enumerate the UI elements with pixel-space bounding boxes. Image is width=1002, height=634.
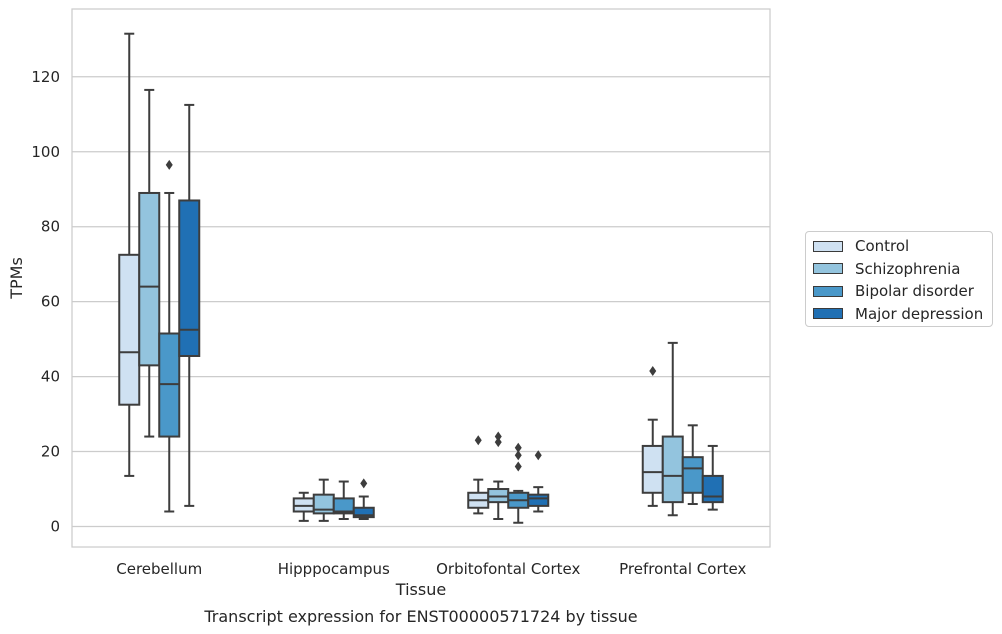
y-tick-label-20: 20	[41, 443, 60, 461]
legend-swatch-schizophrenia	[813, 263, 843, 275]
box-bipolar-disorder-1	[332, 480, 355, 521]
box-iqr	[118, 253, 141, 406]
box-schizophrenia-3	[661, 341, 684, 517]
box-iqr	[332, 497, 355, 515]
box-iqr	[681, 456, 704, 494]
box-iqr	[701, 474, 724, 504]
outlier-point	[165, 159, 173, 170]
boxes	[118, 32, 724, 524]
box-iqr	[138, 191, 161, 367]
box-major-depression-2	[527, 450, 550, 513]
box-iqr	[661, 435, 684, 504]
box-bipolar-disorder-2	[507, 442, 530, 524]
box-control-0	[118, 32, 141, 477]
legend-item-bipolar-disorder: Bipolar disorder	[813, 280, 992, 303]
outlier-point	[514, 442, 522, 453]
legend-label-schizophrenia: Schizophrenia	[855, 259, 961, 278]
box-major-depression-3	[701, 444, 724, 511]
legend-swatch-major-depression	[813, 308, 843, 320]
y-axis-title: TPMs	[7, 257, 26, 300]
box-bipolar-disorder-3	[681, 424, 704, 506]
outlier-point	[649, 365, 657, 376]
chart-caption: Transcript expression for ENST0000057172…	[203, 607, 637, 626]
y-tick-label-80: 80	[41, 218, 60, 236]
legend: Control Schizophrenia Bipolar disorder M…	[805, 231, 993, 327]
outlier-point	[494, 431, 502, 442]
x-tick-label-orbitofontal-cortex: Orbitofontal Cortex	[436, 560, 580, 578]
box-iqr	[641, 444, 664, 494]
y-tick-label-40: 40	[41, 368, 60, 386]
x-axis-title: Tissue	[395, 580, 446, 599]
legend-swatch-bipolar-disorder	[813, 285, 843, 297]
outlier-point	[360, 478, 368, 489]
box-major-depression-1	[352, 478, 375, 521]
y-tick-label-60: 60	[41, 293, 60, 311]
legend-item-control: Control	[813, 235, 992, 258]
outlier-point	[494, 437, 502, 448]
legend-item-schizophrenia: Schizophrenia	[813, 258, 992, 281]
box-iqr	[178, 199, 201, 357]
box-iqr	[352, 506, 375, 519]
outlier-point	[534, 450, 542, 461]
outlier-point	[474, 435, 482, 446]
y-tick-label-120: 120	[31, 68, 60, 86]
box-control-1	[292, 491, 315, 522]
box-schizophrenia-2	[487, 431, 510, 521]
legend-label-control: Control	[855, 237, 910, 256]
legend-label-bipolar-disorder: Bipolar disorder	[855, 282, 974, 301]
x-tick-label-cerebellum: Cerebellum	[116, 560, 202, 578]
box-schizophrenia-0	[138, 88, 161, 438]
x-tick-label-hipppocampus: Hipppocampus	[278, 560, 390, 578]
legend-label-major-depression: Major depression	[855, 304, 984, 323]
box-major-depression-0	[178, 103, 201, 507]
box-bipolar-disorder-0	[158, 159, 181, 513]
y-tick-label-0: 0	[50, 518, 60, 536]
box-iqr	[527, 493, 550, 507]
x-tick-label-prefrontal-cortex: Prefrontal Cortex	[619, 560, 746, 578]
legend-swatch-control	[813, 240, 843, 252]
outlier-point	[514, 450, 522, 461]
y-tick-label-100: 100	[31, 143, 60, 161]
outlier-point	[514, 461, 522, 472]
axis-ticks: 0 20 40 60 80 100 120 Cerebellum Hipppocampus Orb…	[31, 68, 746, 578]
legend-item-major-depression: Major depression	[813, 303, 992, 326]
